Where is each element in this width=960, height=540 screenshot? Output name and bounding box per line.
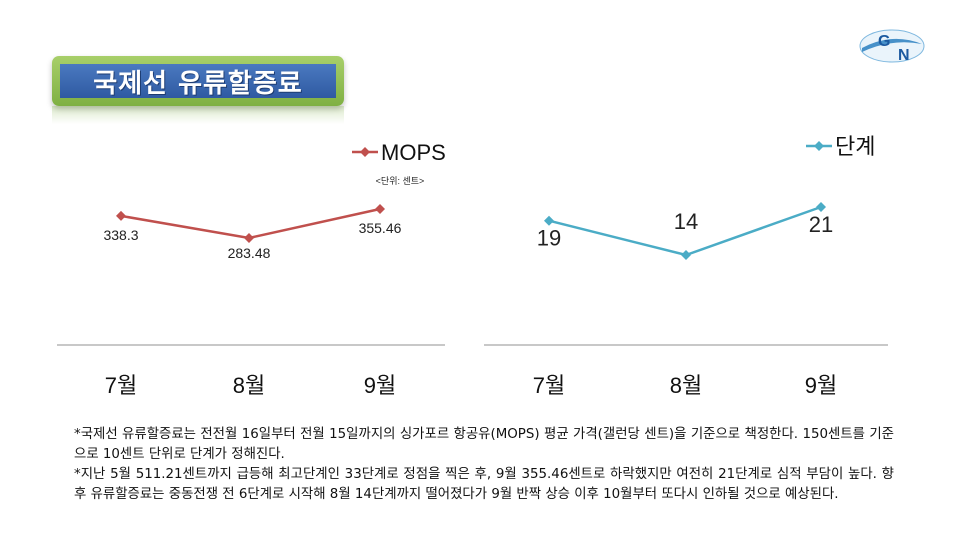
note-2: *지난 5월 511.21센트까지 급등해 최고단계인 33단계로 정점을 찍은… [74,467,894,502]
logo-text: G [878,33,890,50]
x-tick-label: 7월 [533,373,565,398]
x-tick-label: 9월 [364,373,396,398]
title-reflection [52,106,344,124]
x-tick-label: 9월 [805,373,837,398]
title-banner: 국제선 유류할증료 [52,56,344,106]
page-title: 국제선 유류할증료 [93,68,303,99]
data-label: 14 [674,209,698,234]
data-point [544,215,554,226]
legend-marker [360,147,370,157]
data-label: 355.46 [359,220,402,236]
data-point [375,204,385,214]
note-1: *국제선 유류할증료는 전전월 16일부터 전월 15일까지의 싱가포르 항공유… [74,427,894,462]
data-point [244,233,254,243]
legend-marker [814,141,824,151]
notes: *국제선 유류할증료는 전전월 16일부터 전월 15일까지의 싱가포르 항공유… [74,425,894,505]
data-label: 338.3 [103,227,138,243]
x-tick-label: 8월 [233,373,265,398]
legend-label: 단계 [835,134,875,159]
title-panel: 국제선 유류할증료 [60,64,336,99]
logo-text-2: N [898,47,910,64]
legend-label: MOPS [381,140,446,165]
data-label: 19 [537,226,561,251]
data-point [681,250,691,260]
data-label: 283.48 [228,245,271,261]
series-line [120,207,381,240]
x-tick-label: 7월 [105,373,137,398]
data-point [816,202,826,212]
x-tick-label: 8월 [670,373,702,398]
logo-icon: G N [859,29,925,64]
series-line [548,205,822,257]
unit-note: <단위: 센트> [376,176,425,186]
data-label: 21 [809,212,833,237]
data-point [116,210,126,221]
